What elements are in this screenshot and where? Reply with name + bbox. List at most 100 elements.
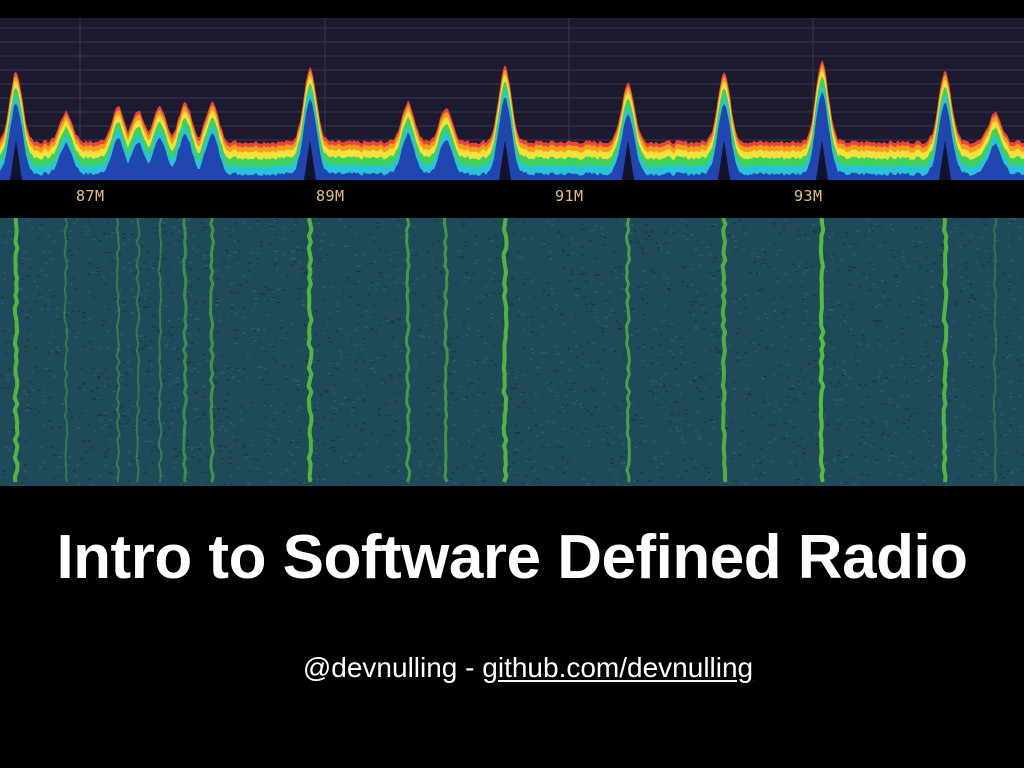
noise-speck xyxy=(345,482,349,484)
noise-speck xyxy=(865,434,869,437)
noise-speck xyxy=(117,404,121,406)
waterfall-graphic xyxy=(0,218,1024,486)
github-link[interactable]: github.com/devnulling xyxy=(482,652,754,683)
noise-speck xyxy=(993,352,997,354)
noise-speck xyxy=(91,367,95,370)
noise-speck xyxy=(754,349,758,352)
noise-speck xyxy=(54,315,58,317)
noise-speck xyxy=(699,438,703,440)
noise-speck xyxy=(192,454,196,457)
noise-speck xyxy=(78,387,81,389)
noise-speck xyxy=(673,401,676,403)
noise-speck xyxy=(401,369,405,371)
noise-speck xyxy=(762,259,766,261)
noise-speck xyxy=(296,249,300,251)
noise-speck xyxy=(384,434,387,436)
noise-speck xyxy=(928,432,932,435)
noise-speck xyxy=(108,235,112,237)
noise-speck xyxy=(647,235,651,237)
noise-speck xyxy=(865,344,869,347)
noise-speck xyxy=(135,456,139,458)
noise-speck xyxy=(43,305,47,307)
noise-speck xyxy=(782,437,786,440)
noise-speck xyxy=(42,251,46,253)
noise-speck xyxy=(763,471,766,474)
noise-speck xyxy=(393,265,397,267)
noise-speck xyxy=(980,304,984,307)
noise-speck xyxy=(921,484,925,486)
noise-speck xyxy=(487,400,491,403)
noise-speck xyxy=(582,429,586,432)
noise-speck xyxy=(756,256,760,258)
noise-speck xyxy=(411,282,415,284)
noise-speck xyxy=(951,378,955,381)
noise-speck xyxy=(147,298,151,300)
noise-speck xyxy=(565,381,569,384)
noise-speck xyxy=(727,234,731,237)
noise-speck xyxy=(313,361,317,364)
noise-speck xyxy=(363,394,367,396)
noise-speck xyxy=(561,456,565,458)
noise-speck xyxy=(845,456,849,458)
noise-speck xyxy=(467,277,471,279)
noise-speck xyxy=(597,408,601,411)
noise-speck xyxy=(601,324,605,327)
noise-speck xyxy=(927,394,931,396)
noise-speck xyxy=(1004,452,1008,454)
noise-speck xyxy=(676,430,680,432)
noise-speck xyxy=(448,478,452,480)
noise-speck xyxy=(556,369,560,372)
noise-speck xyxy=(675,401,679,403)
noise-speck xyxy=(936,326,940,328)
noise-speck xyxy=(995,222,999,224)
noise-speck xyxy=(432,390,436,392)
noise-speck xyxy=(64,464,68,466)
noise-speck xyxy=(642,345,645,348)
noise-speck xyxy=(608,313,612,316)
noise-speck xyxy=(816,295,820,297)
noise-speck xyxy=(774,310,777,312)
noise-speck xyxy=(784,422,788,424)
noise-speck xyxy=(714,256,718,259)
noise-speck xyxy=(71,311,75,313)
noise-speck xyxy=(756,317,760,319)
noise-speck xyxy=(672,232,676,234)
noise-speck xyxy=(355,360,359,363)
noise-speck xyxy=(718,351,722,353)
noise-speck xyxy=(464,396,468,399)
noise-speck xyxy=(136,457,140,459)
noise-speck xyxy=(336,362,339,365)
noise-speck xyxy=(939,254,943,256)
noise-speck xyxy=(312,218,316,220)
noise-speck xyxy=(44,262,48,265)
noise-speck xyxy=(543,468,547,471)
noise-speck xyxy=(533,409,537,412)
noise-speck xyxy=(244,456,248,459)
noise-speck xyxy=(3,235,7,237)
noise-speck xyxy=(809,382,813,384)
noise-speck xyxy=(782,417,786,419)
noise-speck xyxy=(364,310,368,313)
noise-speck xyxy=(194,421,198,423)
noise-speck xyxy=(491,410,495,413)
noise-speck xyxy=(534,424,538,427)
noise-speck xyxy=(104,368,108,371)
noise-speck xyxy=(550,466,554,469)
noise-speck xyxy=(120,333,123,336)
noise-speck xyxy=(132,351,136,353)
noise-speck xyxy=(792,263,796,265)
noise-speck xyxy=(42,461,46,464)
noise-speck xyxy=(757,289,761,291)
noise-speck xyxy=(201,229,204,231)
noise-speck xyxy=(699,254,703,257)
noise-speck xyxy=(915,380,919,382)
noise-speck xyxy=(569,279,572,282)
noise-speck xyxy=(948,393,951,395)
noise-speck xyxy=(898,305,902,307)
noise-speck xyxy=(521,485,525,486)
noise-speck xyxy=(164,343,168,346)
noise-speck xyxy=(176,410,180,412)
noise-speck xyxy=(919,369,923,371)
noise-speck xyxy=(698,390,702,393)
noise-speck xyxy=(694,328,698,330)
